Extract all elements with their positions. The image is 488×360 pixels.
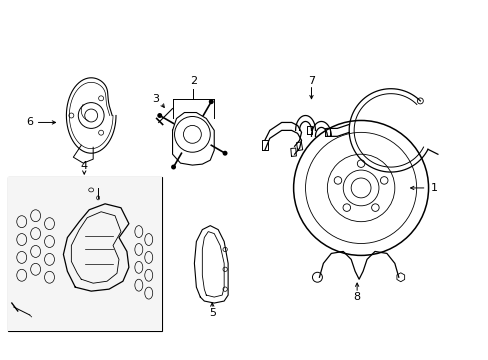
Bar: [8, 177, 162, 331]
Circle shape: [222, 151, 227, 156]
Text: 4: 4: [81, 161, 88, 171]
Text: 5: 5: [208, 308, 215, 318]
Circle shape: [157, 113, 162, 118]
Text: 8: 8: [353, 292, 360, 302]
Text: 3: 3: [152, 94, 159, 104]
Bar: [8, 177, 162, 331]
Text: 1: 1: [429, 183, 437, 193]
Circle shape: [171, 165, 176, 170]
Text: 2: 2: [189, 76, 197, 86]
Text: 6: 6: [26, 117, 33, 127]
Circle shape: [208, 99, 213, 104]
Text: 7: 7: [307, 76, 314, 86]
